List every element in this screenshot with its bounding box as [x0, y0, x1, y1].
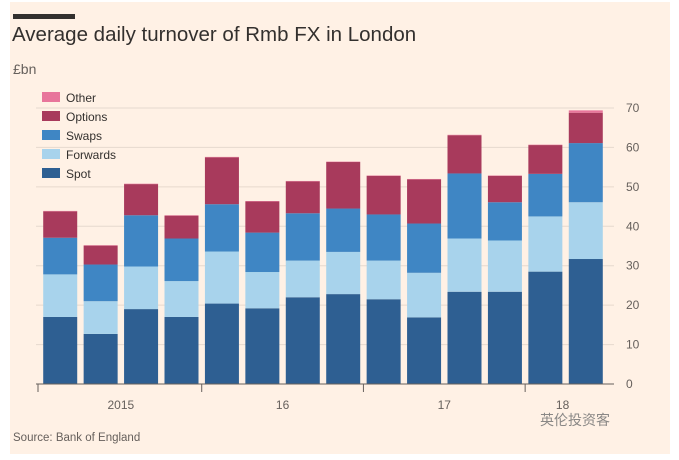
bar-forwards-8: [366, 260, 401, 300]
bar-spot-4: [204, 303, 239, 384]
bar-swaps-6: [285, 213, 320, 261]
bar-options-3: [164, 215, 199, 239]
y-tick-label: 70: [626, 101, 640, 115]
bar-forwards-13: [568, 202, 603, 260]
bar-swaps-12: [528, 173, 563, 217]
y-tick-label: 10: [626, 338, 640, 352]
bar-forwards-6: [285, 260, 320, 298]
bar-options-12: [528, 145, 563, 174]
bar-options-8: [366, 175, 401, 215]
axes: 0 10 20 30 40 50 60 70 2015 16 17 18: [36, 101, 640, 412]
bar-spot-12: [528, 271, 563, 384]
bar-swaps-2: [124, 215, 159, 267]
watermark: 英伦投资客: [540, 413, 610, 429]
bar-swaps-1: [83, 264, 118, 302]
legend-label-other: Other: [66, 91, 96, 105]
bar-spot-11: [487, 291, 522, 384]
x-tick-label: 16: [276, 398, 290, 412]
legend-swatch-options: [42, 111, 60, 121]
bar-options-10: [447, 135, 482, 174]
unit-label: £bn: [13, 61, 37, 77]
bar-options-7: [326, 162, 361, 209]
bar-forwards-11: [487, 240, 522, 292]
title-accent-bar: [13, 14, 75, 19]
legend-label-swaps: Swaps: [66, 129, 102, 143]
bars: [43, 110, 603, 384]
bar-options-1: [83, 245, 118, 265]
bar-options-9: [407, 179, 442, 224]
bar-options-6: [285, 181, 320, 214]
bar-forwards-4: [204, 251, 239, 304]
bar-spot-7: [326, 294, 361, 384]
bar-forwards-1: [83, 301, 118, 334]
bar-other-13: [568, 110, 603, 113]
legend-label-forwards: Forwards: [66, 148, 116, 162]
bar-forwards-10: [447, 238, 482, 292]
bar-spot-5: [245, 308, 280, 384]
y-tick-label: 20: [626, 298, 640, 312]
bar-swaps-7: [326, 208, 361, 252]
bar-swaps-13: [568, 143, 603, 203]
bar-forwards-5: [245, 272, 280, 309]
legend-label-options: Options: [66, 110, 107, 124]
legend-swatch-other: [42, 92, 60, 102]
bar-options-0: [43, 211, 78, 238]
legend-swatch-forwards: [42, 149, 60, 159]
bar-spot-6: [285, 297, 320, 384]
legend-swatch-spot: [42, 168, 60, 178]
x-tick-label: 17: [438, 398, 452, 412]
bar-options-4: [204, 157, 239, 205]
y-tick-label: 50: [626, 180, 640, 194]
bar-spot-13: [568, 259, 603, 384]
bar-spot-10: [447, 291, 482, 384]
chart-title: Average daily turnover of Rmb FX in Lond…: [12, 23, 417, 46]
x-tick-label: 2015: [108, 398, 135, 412]
bar-spot-0: [43, 316, 78, 384]
y-tick-label: 40: [626, 219, 640, 233]
bar-options-5: [245, 201, 280, 233]
bar-swaps-4: [204, 204, 239, 252]
bar-swaps-10: [447, 173, 482, 239]
bar-swaps-11: [487, 202, 522, 241]
bar-spot-8: [366, 299, 401, 384]
bar-swaps-9: [407, 223, 442, 273]
bar-spot-9: [407, 317, 442, 384]
bar-forwards-3: [164, 281, 199, 317]
legend: Other Options Swaps Forwards Spot: [42, 91, 116, 181]
bar-swaps-8: [366, 214, 401, 261]
bar-swaps-5: [245, 232, 280, 273]
bar-swaps-0: [43, 237, 78, 275]
y-tick-label: 30: [626, 259, 640, 273]
bar-options-11: [487, 175, 522, 203]
bar-swaps-3: [164, 238, 199, 282]
bar-forwards-12: [528, 216, 563, 272]
bar-forwards-2: [124, 266, 159, 310]
bar-spot-3: [164, 316, 199, 384]
x-tick-label: 18: [556, 398, 570, 412]
y-tick-label: 0: [626, 377, 633, 391]
bar-forwards-9: [407, 272, 442, 318]
gridlines: [36, 107, 614, 346]
y-tick-label: 60: [626, 140, 640, 154]
bar-spot-1: [83, 333, 118, 384]
bar-options-13: [568, 112, 603, 144]
legend-label-spot: Spot: [66, 167, 91, 181]
legend-swatch-swaps: [42, 130, 60, 140]
bar-forwards-7: [326, 251, 361, 295]
bar-options-2: [124, 184, 159, 216]
bar-forwards-0: [43, 274, 78, 317]
bar-spot-2: [124, 309, 159, 384]
source-note: Source: Bank of England: [13, 432, 141, 444]
